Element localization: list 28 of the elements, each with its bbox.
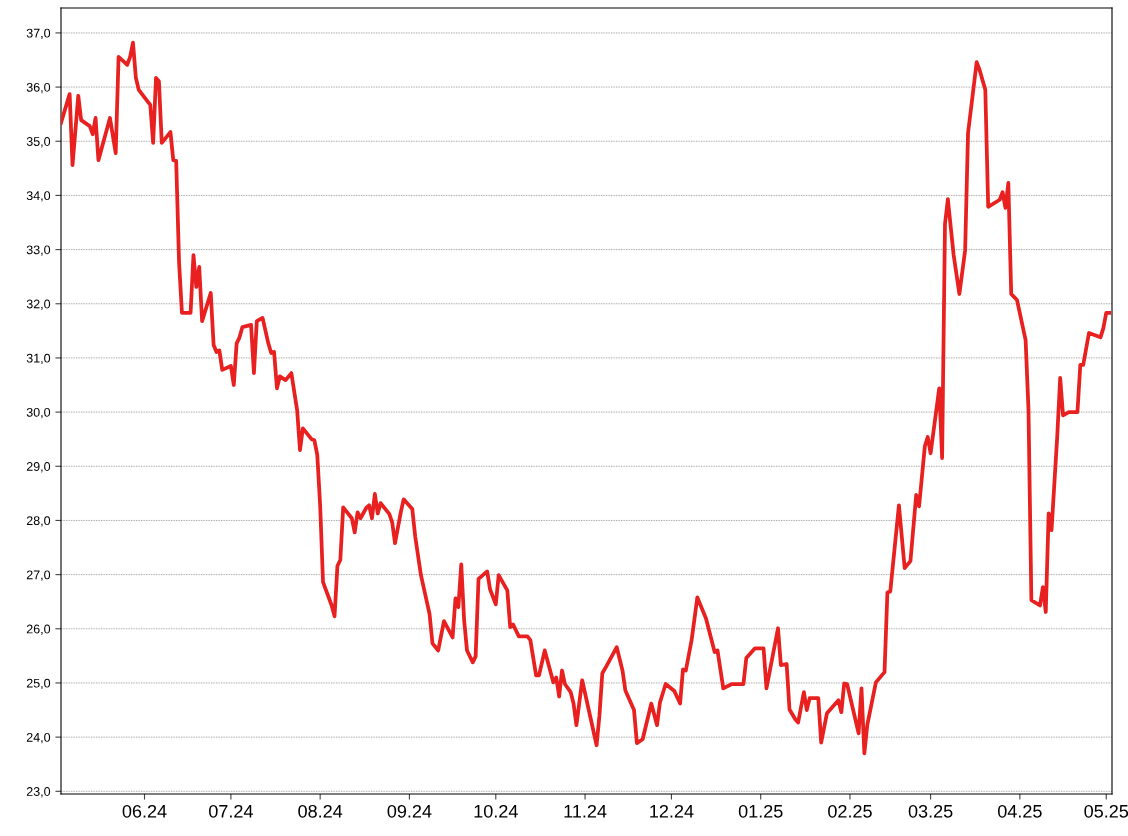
x-tick-label: 05.25 [1084, 804, 1128, 818]
y-tick-label: 33,0 [26, 245, 51, 256]
y-tick-label: 35,0 [26, 137, 51, 148]
y-tick-label: 25,0 [26, 678, 51, 690]
y-tick-label: 36,0 [26, 82, 51, 94]
y-tick-label: 29,0 [26, 462, 51, 473]
y-tick-label: 32,0 [26, 299, 51, 310]
y-tick-label: 27,0 [26, 570, 51, 581]
line-series [61, 40, 1111, 756]
x-tick-label: 03.25 [908, 804, 953, 818]
y-tick-label: 37,0 [26, 28, 51, 40]
y-tick-label: 23,0 [26, 787, 51, 798]
x-tick-label: 09.24 [387, 804, 432, 818]
x-tick-label: 02.25 [828, 804, 872, 818]
x-tick-label: 08.24 [298, 804, 343, 818]
x-tick-label: 11.24 [564, 804, 607, 818]
y-tick-label: 31,0 [26, 353, 51, 365]
x-tick-label: 01.25 [738, 804, 783, 818]
y-tick-label: 28,0 [26, 516, 51, 527]
x-tick-label: 06.24 [122, 804, 167, 818]
x-tick-label: 12.24 [650, 804, 694, 818]
x-tick-label: 04.25 [997, 804, 1042, 818]
x-tick-label: 10.24 [474, 804, 518, 818]
y-tick-label: 30,0 [26, 407, 51, 419]
y-tick-label: 26,0 [26, 624, 51, 635]
y-tick-label: 34,0 [26, 191, 51, 202]
x-tick-label: 07.24 [209, 804, 253, 818]
y-tick-label: 24,0 [26, 732, 51, 744]
